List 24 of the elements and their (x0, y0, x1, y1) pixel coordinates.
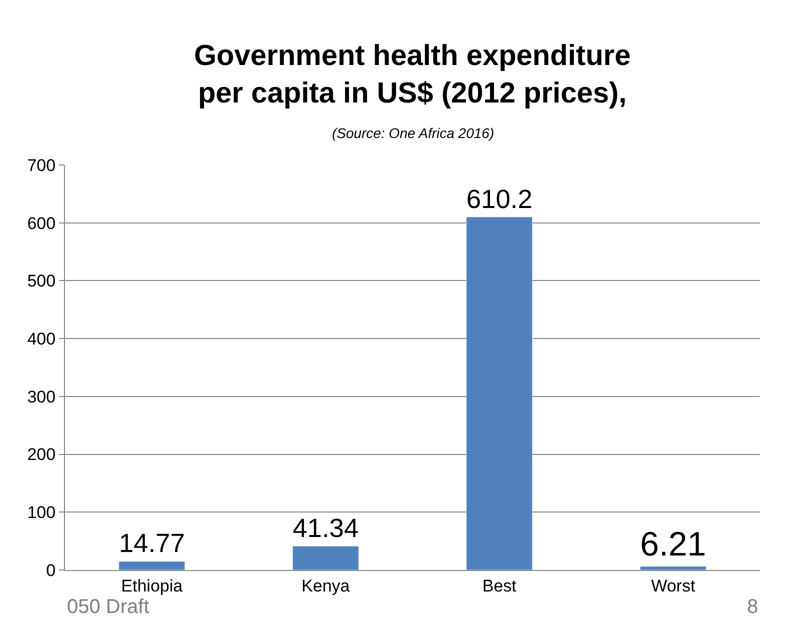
bar (118, 561, 186, 570)
y-tick-label: 100 (27, 503, 56, 522)
data-label: 6.21 (640, 525, 706, 564)
data-label: 14.77 (118, 528, 185, 558)
y-tick-label: 700 (27, 156, 56, 175)
y-tick-label: 300 (27, 387, 56, 406)
data-label: 41.34 (292, 512, 359, 543)
y-tick-label: 200 (27, 445, 56, 464)
text: 8 (747, 596, 758, 618)
chart-title: Government health expenditure per capita in US$ (2012 prices), (194, 40, 631, 110)
bar (466, 216, 533, 570)
bar (292, 546, 359, 570)
bar (640, 566, 706, 570)
chart-subtitle: (Source: One Africa 2016) (332, 125, 494, 141)
text: 050 Draft (67, 596, 150, 618)
data-label: 610.2 (466, 184, 532, 214)
x-tick-label: Best (482, 576, 517, 596)
x-tick-label: Kenya (302, 576, 350, 596)
y-tick-label: 500 (27, 272, 56, 291)
y-tick-label: 0 (46, 560, 56, 580)
y-tick-label: 400 (27, 330, 56, 349)
x-tick-label: Worst (651, 576, 696, 596)
x-tick-label: Ethiopia (121, 576, 184, 596)
y-tick-label: 600 (27, 214, 56, 233)
